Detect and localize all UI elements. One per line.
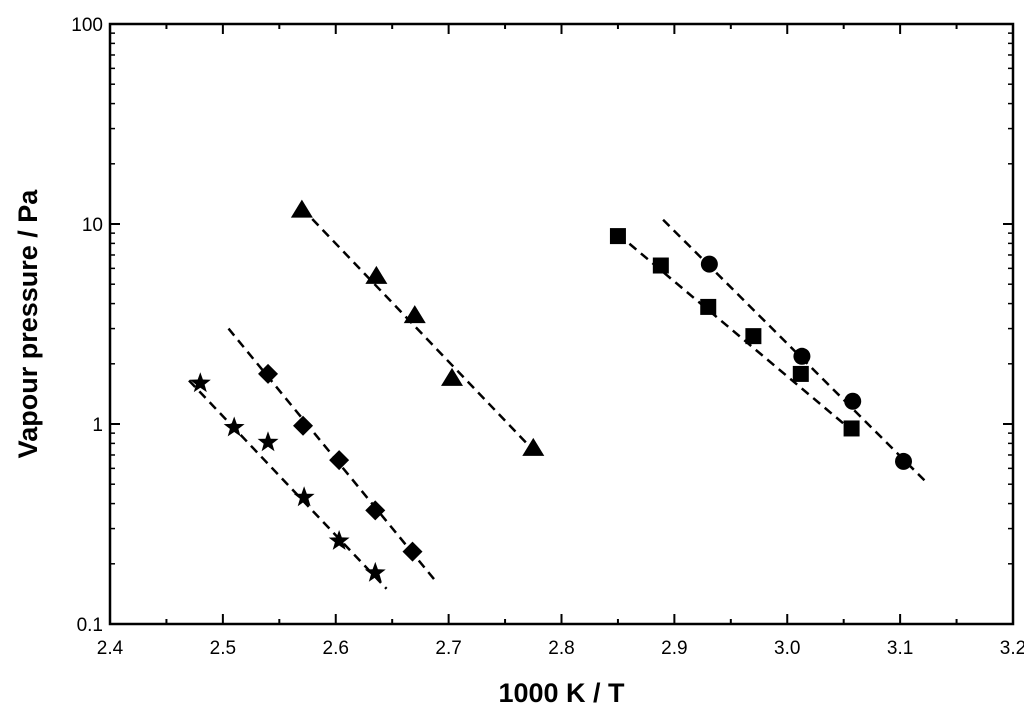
star-marker: [223, 416, 245, 437]
diamond-marker: [329, 450, 350, 471]
x-tick-label: 3.1: [887, 638, 913, 659]
circle-marker: [700, 255, 718, 273]
star-marker: [257, 431, 279, 452]
square-marker: [843, 420, 860, 437]
x-axis-label: 1000 K / T: [498, 678, 625, 708]
square-marker: [745, 328, 762, 345]
triangle-marker: [403, 305, 426, 324]
circle-marker: [844, 392, 862, 410]
diamond-marker: [365, 500, 386, 521]
square-marker: [700, 298, 717, 315]
x-tick-label: 2.5: [210, 638, 236, 659]
diamond-marker: [258, 363, 279, 384]
x-tick-label: 2.4: [97, 638, 124, 659]
triangle-marker: [290, 199, 313, 218]
fit-line-diamond: [227, 327, 439, 584]
x-tick-label: 2.7: [435, 638, 461, 659]
triangle-marker: [522, 437, 545, 456]
star-marker: [364, 561, 386, 582]
x-tick-label: 2.6: [323, 638, 349, 659]
diamond-marker: [402, 541, 423, 562]
y-axis-ticks: 0.1 1 10 100: [71, 15, 1013, 636]
x-tick-label: 2.8: [548, 638, 574, 659]
square-marker: [609, 228, 626, 245]
star-marker: [293, 486, 315, 507]
y-tick-label: 0.1: [77, 615, 103, 636]
y-tick-label: 10: [82, 215, 103, 236]
x-tick-label: 3.2: [1000, 638, 1024, 659]
plot-frame: [108, 22, 1015, 626]
triangle-marker: [441, 367, 464, 386]
star-marker: [328, 530, 350, 550]
fit-line-triangle: [300, 207, 535, 452]
y-tick-label: 100: [71, 15, 103, 36]
diamond-marker: [293, 415, 314, 436]
fit-lines: [188, 207, 930, 590]
x-tick-label: 2.9: [661, 638, 687, 659]
square-marker: [652, 257, 669, 274]
square-marker: [792, 365, 809, 382]
fit-line-star: [188, 379, 388, 590]
x-tick-label: 3.0: [774, 638, 800, 659]
circle-marker: [793, 347, 811, 365]
star-marker: [189, 372, 211, 393]
y-tick-label: 1: [92, 415, 103, 436]
x-axis-ticks: 2.4 2.5 2.6 2.7 2.8 2.9 3.0 3.1 3.2: [97, 24, 1024, 659]
y-axis-label: Vapour pressure / Pa: [13, 189, 43, 459]
circle-marker: [895, 452, 913, 470]
triangle-marker: [365, 265, 388, 284]
data-markers: [189, 199, 913, 582]
